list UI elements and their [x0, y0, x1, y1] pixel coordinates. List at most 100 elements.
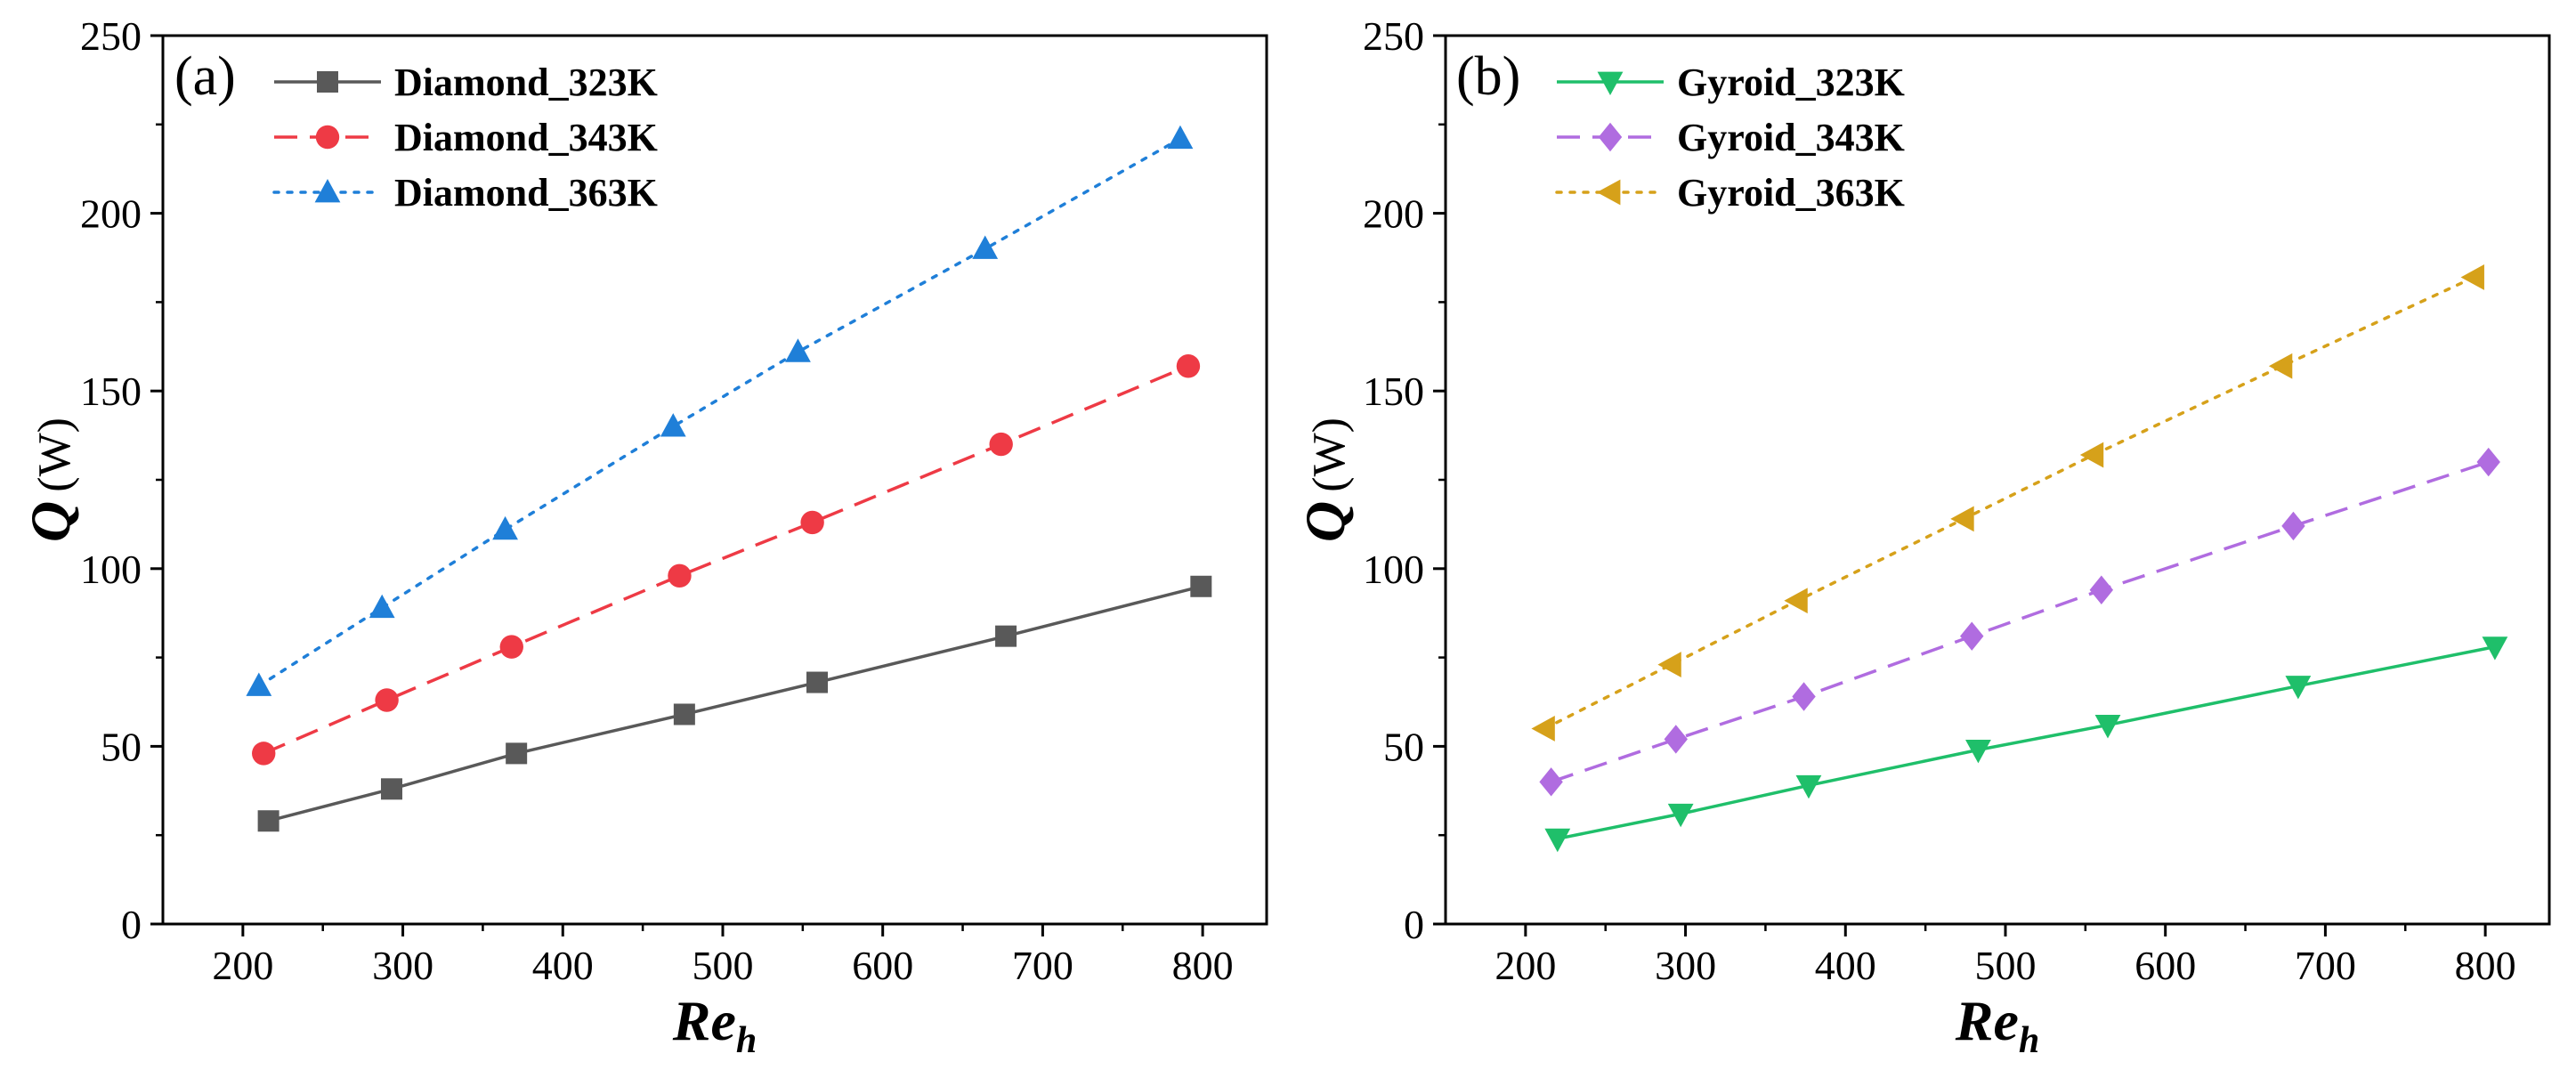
panel-b-label: (b)	[1456, 46, 1520, 107]
panel-a-series-diamond-363k-point	[785, 338, 811, 362]
panel-a-legend-diamond-323k-marker	[317, 71, 338, 93]
panel-b-legend-gyroid-343k-label: Gyroid_343K	[1677, 116, 1905, 159]
panel-b-series-gyroid-363k-point	[2079, 442, 2104, 468]
panel-b-series-gyroid-363k-point	[1950, 506, 1974, 532]
panel-a-series-diamond-323k-point	[995, 625, 1017, 647]
panel-a-legend-diamond-323k: Diamond_323K	[274, 61, 658, 104]
panel-a-x-tick-label: 500	[692, 943, 753, 988]
panel-a-series-diamond-323k-point	[257, 810, 279, 832]
panel-a-series-diamond-363k-point	[369, 594, 395, 619]
panel-a-y-tick-label: 0	[121, 902, 142, 947]
panel-a-legend-diamond-363k-marker	[314, 179, 341, 203]
panel-b-x-tick-label: 800	[2455, 943, 2516, 988]
panel-b-series-gyroid-343k	[1539, 447, 2500, 797]
panel-b-legend-gyroid-363k-marker	[1597, 179, 1621, 206]
panel-b-y-tick-label: 100	[1363, 547, 1424, 592]
panel-a-series-diamond-323k-point	[506, 742, 528, 765]
panel-b-y-tick-label: 150	[1363, 369, 1424, 414]
panel-a-x-tick-label: 800	[1172, 943, 1234, 988]
panel-a-series-diamond-363k-point	[1167, 125, 1194, 150]
panel-b-series-gyroid-323k-point	[2482, 636, 2508, 661]
panel-a-y-tick-label: 250	[80, 13, 142, 59]
panel-b-series-gyroid-363k-point	[2460, 264, 2484, 290]
panel-a-legend-diamond-323k-label: Diamond_323K	[394, 61, 658, 104]
panel-b-legend-gyroid-323k-label: Gyroid_323K	[1677, 61, 1905, 104]
panel-a-series-diamond-343k-point	[800, 510, 824, 535]
panel-a-series-diamond-343k-point	[989, 432, 1013, 457]
panel-a-series-diamond-323k-point	[380, 778, 402, 800]
panel-b-legend-gyroid-363k: Gyroid_363K	[1555, 171, 1905, 215]
panel-a-plot-frame	[161, 34, 1268, 926]
panel-a-y-axis-title: Q(W)	[19, 417, 82, 542]
panel-b-series-gyroid-343k-line	[1551, 460, 2490, 783]
panel-b-series-gyroid-323k-point	[2285, 676, 2312, 700]
panel-b-series-gyroid-343k-point	[1792, 682, 1816, 711]
panel-b-legend-gyroid-323k: Gyroid_323K	[1557, 61, 1905, 104]
panel-b-series-gyroid-363k-point	[1531, 716, 1555, 742]
panel-a-series-diamond-343k-point	[1176, 354, 1201, 378]
panel-a-y-tick-label: 50	[101, 724, 142, 769]
panel-b-legend-gyroid-343k-marker	[1598, 122, 1623, 152]
panel-a-x-tick-label: 300	[372, 943, 433, 988]
panel-b-series-gyroid-323k-point	[1667, 803, 1694, 828]
panel-a-series-diamond-363k-point	[492, 515, 518, 540]
panel-b-y-axis-title: Q(W)	[1293, 417, 1357, 542]
panel-a-x-axis-title: Reh	[672, 989, 757, 1061]
panel-b-series-gyroid-363k-line	[1543, 275, 2476, 731]
panel-a-x-tick-label: 200	[212, 943, 273, 988]
panel-b-legend-gyroid-323k-marker	[1597, 71, 1624, 95]
panel-b-y-tick-label: 200	[1363, 191, 1424, 237]
panel-b-legend-gyroid-363k-label: Gyroid_363K	[1677, 171, 1905, 215]
panel-a-series-diamond-343k	[252, 354, 1201, 766]
panel-a-y-tick-label: 100	[80, 547, 142, 592]
panel-a-x-tick-label: 400	[532, 943, 594, 988]
panel-b-series-gyroid-343k-point	[1539, 767, 1563, 797]
panel-b-x-tick-label: 700	[2295, 943, 2356, 988]
panel-b-y-tick-label: 50	[1383, 724, 1424, 769]
panel-b-x-axis-title: Reh	[1955, 989, 2039, 1061]
panel-a-label: (a)	[174, 46, 236, 107]
panel-a-series-diamond-343k-line	[263, 364, 1189, 755]
panel-a-series-diamond-323k-point	[673, 703, 695, 725]
panel-b-x-tick-label: 500	[1974, 943, 2036, 988]
panel-b-series-gyroid-323k-point	[1965, 739, 1991, 764]
panel-b-series-gyroid-323k	[1544, 636, 2508, 853]
panel-a-series-diamond-323k-point	[806, 671, 829, 693]
panel-b-y-tick-label: 250	[1363, 13, 1424, 59]
panel-a-x-tick-label: 600	[852, 943, 913, 988]
panel-b-x-tick-label: 300	[1655, 943, 1716, 988]
panel-a-series-diamond-363k-line	[257, 137, 1182, 688]
panel-a-series-diamond-363k-point	[660, 413, 686, 437]
panel-b-chart: 200 300 400 500 600 700 800 0 50 100 150 200 250 (b)…	[1293, 13, 2551, 1061]
panel-b-x-tick-label: 400	[1815, 943, 1876, 988]
panel-a-legend-diamond-343k-label: Diamond_343K	[394, 116, 658, 159]
panel-a-series-diamond-363k	[246, 125, 1194, 696]
panel-a-series-diamond-363k-point	[246, 672, 272, 696]
panel-a-y-tick-label: 150	[80, 369, 142, 414]
panel-b-series-gyroid-363k-point	[1657, 652, 1681, 677]
panel-a-y-tick-label: 200	[80, 191, 142, 237]
panel-a-legend-diamond-343k-marker	[315, 125, 340, 150]
panel-a-legend-diamond-343k: Diamond_343K	[274, 116, 658, 159]
panel-b-legend-gyroid-343k: Gyroid_343K	[1557, 116, 1905, 159]
panel-b-y-tick-label: 0	[1404, 902, 1424, 947]
panel-b-series-gyroid-323k-line	[1557, 644, 2496, 840]
panel-a-series-diamond-343k-point	[668, 563, 692, 588]
panel-a-x-tick-label: 700	[1012, 943, 1073, 988]
panel-a-legend-diamond-363k: Diamond_363K	[272, 171, 658, 215]
panel-b-x-tick-label: 600	[2135, 943, 2196, 988]
panel-b-plot-frame	[1444, 34, 2551, 926]
panel-a-chart: 200 300 400 500 600 700 800 0 50 100 150 200 250 (a)…	[19, 13, 1268, 1061]
panel-a-series-diamond-323k-point	[1190, 575, 1212, 597]
panel-a-series-diamond-363k-point	[972, 235, 999, 259]
panel-b-series-gyroid-343k-point	[2089, 575, 2114, 604]
panel-b-series-gyroid-323k-point	[1544, 828, 1571, 853]
panel-a-series-diamond-343k-point	[252, 742, 276, 766]
panel-b-series-gyroid-323k-point	[2094, 715, 2121, 739]
panel-b-series-gyroid-323k-point	[1795, 774, 1822, 799]
panel-b-series-gyroid-363k-point	[2268, 353, 2293, 379]
panel-a-series-diamond-323k-line	[268, 585, 1202, 823]
panel-b-x-tick-label: 200	[1495, 943, 1556, 988]
panel-a-series-diamond-343k-point	[499, 635, 523, 659]
